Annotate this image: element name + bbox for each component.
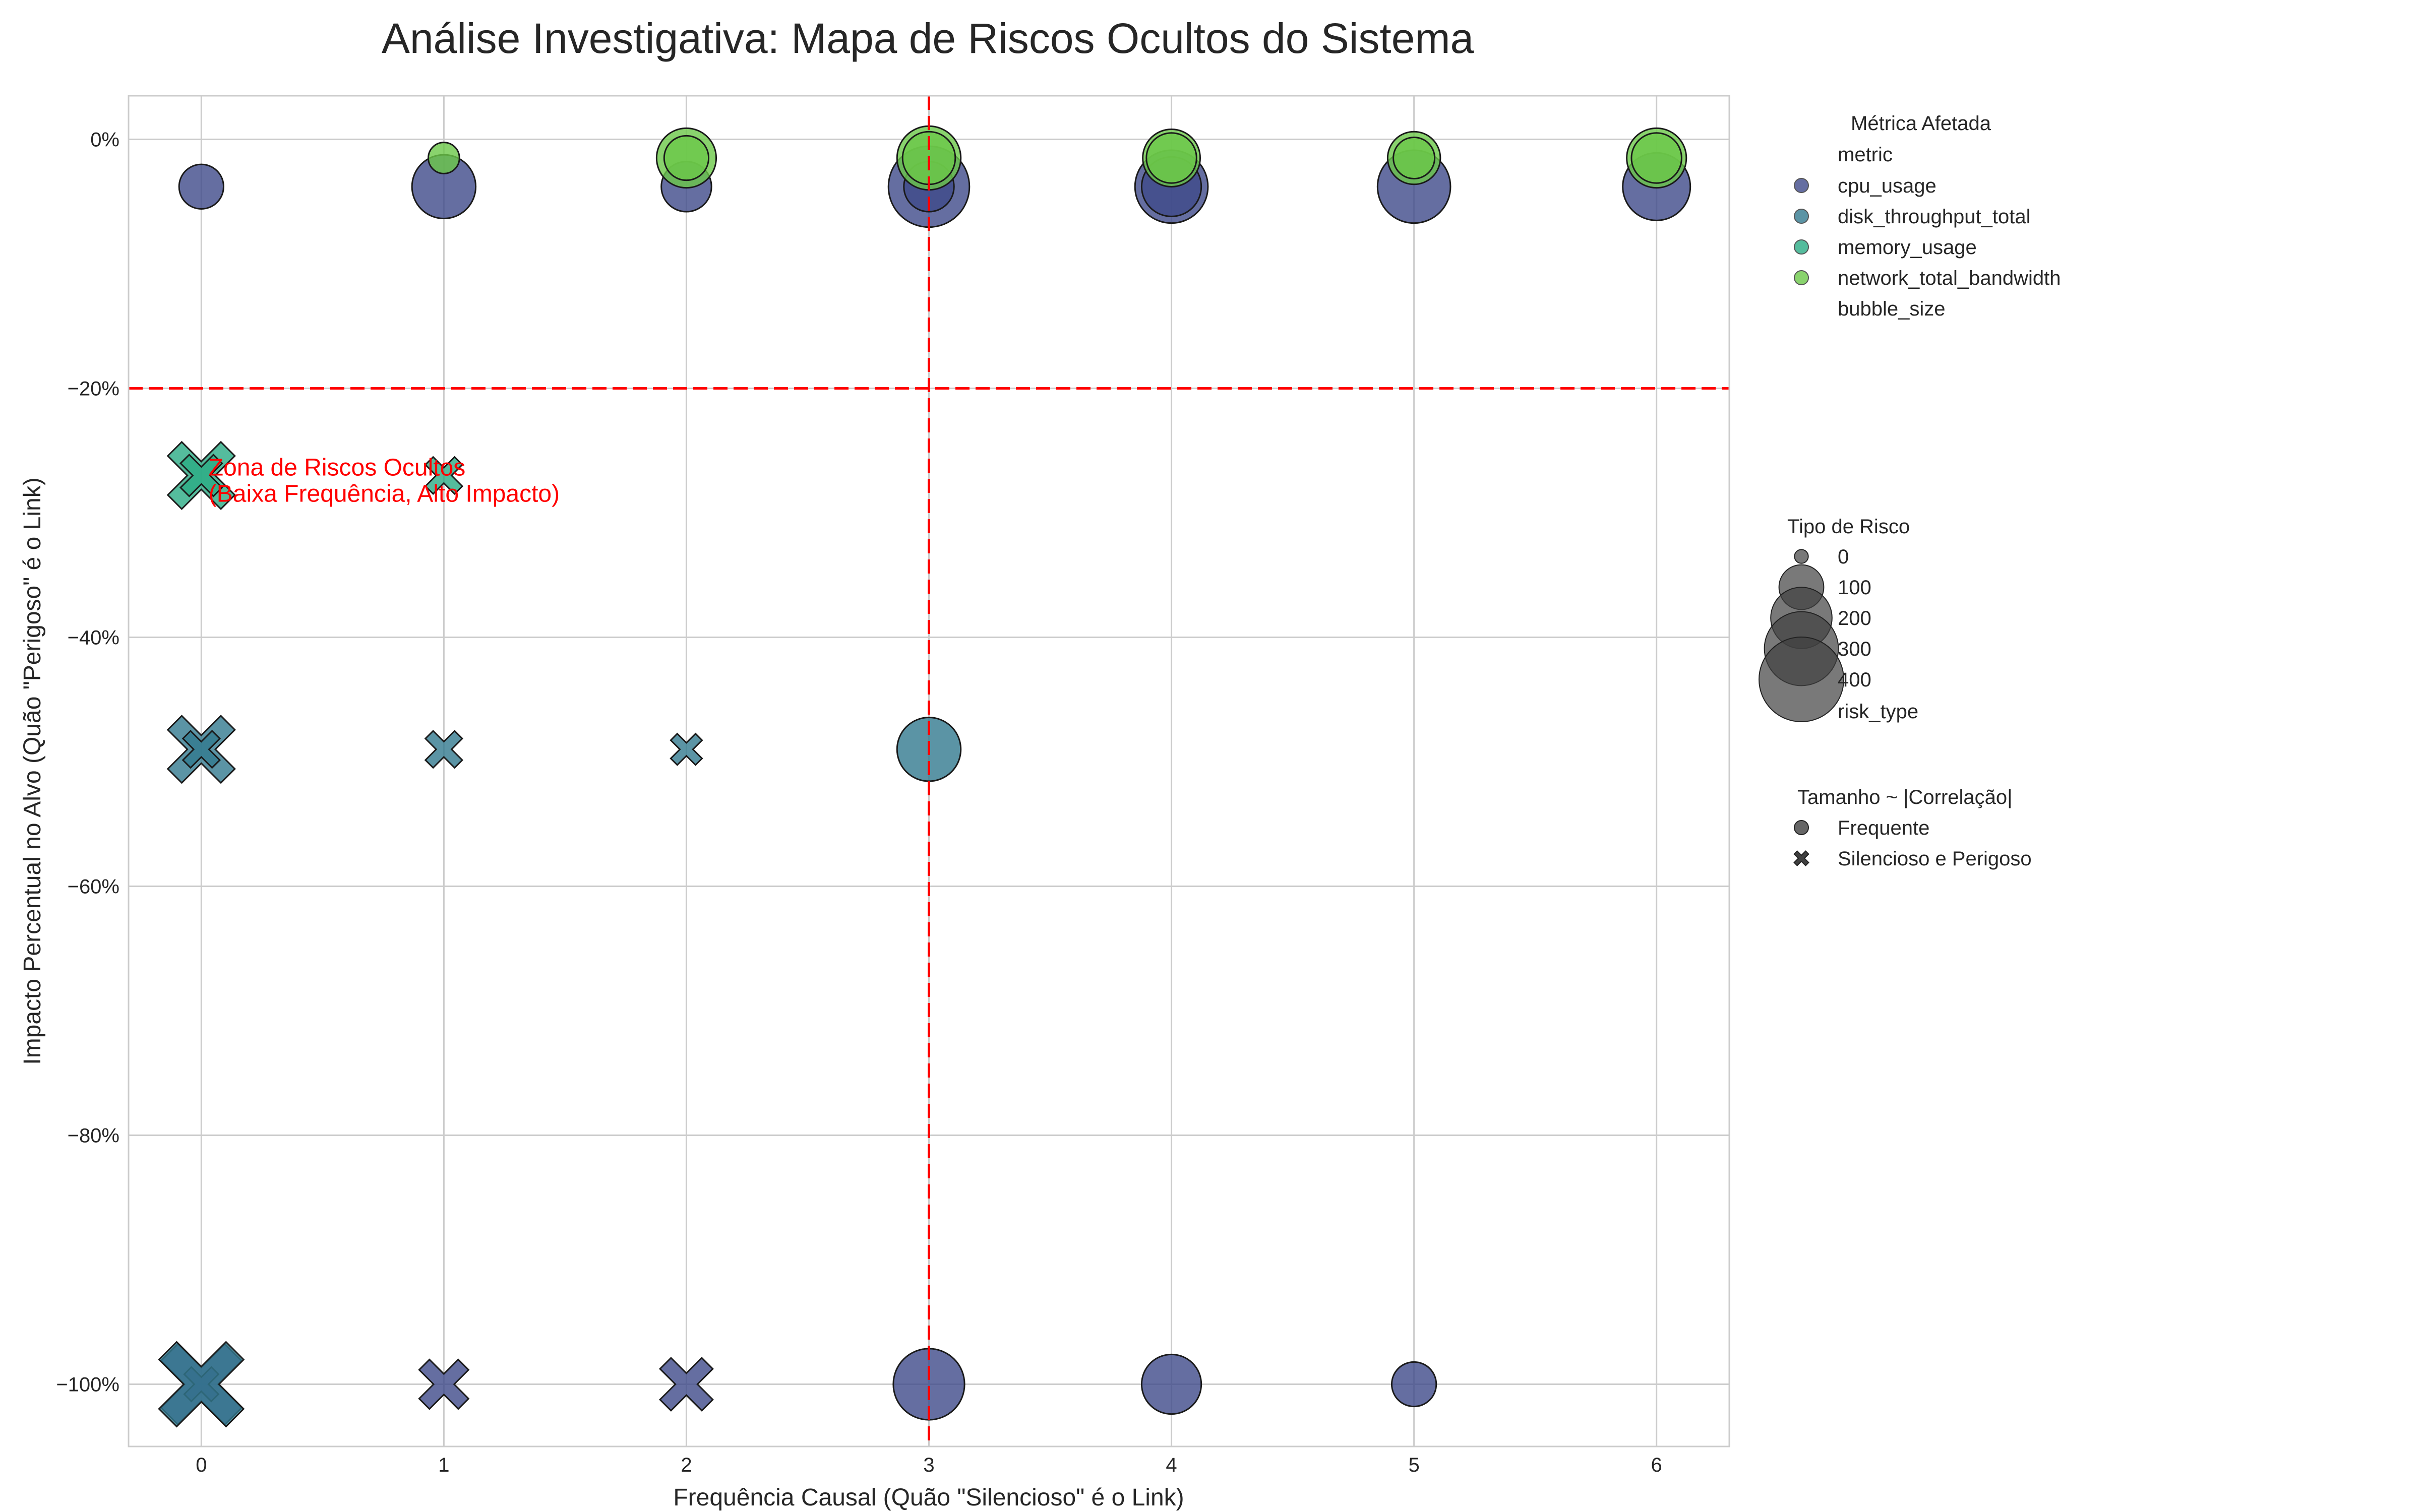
- legend-marker-label: Frequente: [1838, 817, 1929, 839]
- annotation-line: (Baixa Frequência, Alto Impacto): [209, 480, 560, 507]
- legend-metric-title: Métrica Afetada: [1851, 112, 1991, 135]
- network_total_bandwidth-circle-point: [1393, 137, 1436, 180]
- legend-metric-label: memory_usage: [1838, 236, 1977, 259]
- chart-title: Análise Investigativa: Mapa de Riscos Oc…: [382, 15, 1474, 62]
- cpu_usage-circle-point: [178, 163, 224, 210]
- y-axis-label: Impacto Percentual no Alvo (Quão "Perigo…: [19, 477, 46, 1064]
- disk_throughput_total-x-point: [158, 1341, 245, 1428]
- legend-size-footer: risk_type: [1838, 701, 1918, 723]
- x-tick-label: 2: [681, 1454, 692, 1476]
- x-tick-labels: 0 1 2 3 4 5 6: [196, 1454, 1662, 1476]
- legend-size-label: 100: [1838, 577, 1871, 599]
- legend-metric-marker: [1794, 178, 1809, 193]
- legend-size-marker: [1794, 549, 1809, 564]
- legend-metric-marker: [1794, 209, 1809, 224]
- memory_usage-x-point: [424, 456, 464, 495]
- legend-metric-label: disk_throughput_total: [1838, 206, 2031, 228]
- legend-metric-label: cpu_usage: [1838, 175, 1937, 197]
- hidden-risk-annotation: Zona de Riscos Ocultos(Baixa Frequência,…: [209, 454, 560, 507]
- y-tick-label: −60%: [68, 875, 119, 898]
- y-tick-labels: 0% −20% −40% −60% −80% −100%: [56, 129, 119, 1396]
- y-tick-label: 0%: [90, 129, 119, 151]
- threshold-lines: [129, 96, 1729, 1446]
- legend-size-label: 0: [1838, 546, 1849, 568]
- legend-metric-label: network_total_bandwidth: [1838, 267, 2061, 289]
- network_total_bandwidth-circle-point: [1630, 132, 1682, 184]
- cpu_usage-circle-point: [1140, 1353, 1202, 1415]
- legend-size-label: 200: [1838, 607, 1871, 629]
- disk_throughput_total-x-point: [424, 730, 464, 769]
- x-tick-label: 6: [1651, 1454, 1662, 1476]
- cpu_usage-circle-point: [1390, 1361, 1437, 1408]
- legend-size-label: 400: [1838, 669, 1871, 691]
- legend-size-label: 300: [1838, 638, 1871, 660]
- annotation-line: Zona de Riscos Ocultos: [209, 454, 466, 481]
- legend-marker-title: Tamanho ~ |Correlação|: [1797, 786, 2013, 808]
- disk_throughput_total-x-point: [670, 732, 703, 766]
- x-tick-label: 1: [438, 1454, 449, 1476]
- network_total_bandwidth-circle-point: [663, 135, 710, 181]
- x-tick-label: 4: [1166, 1454, 1177, 1476]
- cpu_usage-x-point: [418, 1358, 470, 1410]
- data-points: [158, 125, 1691, 1428]
- legend-metric-marker: [1794, 239, 1809, 255]
- legend-marker-label: Silencioso e Perigoso: [1838, 848, 2032, 870]
- network_total_bandwidth-circle-point: [1145, 132, 1197, 184]
- x-tick-label: 5: [1408, 1454, 1419, 1476]
- legend-x-marker: [1793, 850, 1809, 866]
- memory_usage-x-point: [179, 454, 223, 497]
- y-tick-label: −20%: [68, 377, 119, 400]
- network_total_bandwidth-circle-point: [428, 142, 460, 174]
- legend-metric-marker: [1794, 270, 1809, 285]
- legend-metric-header: metric: [1838, 144, 1893, 166]
- y-tick-label: −80%: [68, 1124, 119, 1147]
- legend-size-title: Tipo de Risco: [1787, 516, 1910, 538]
- x-tick-label: 3: [923, 1454, 934, 1476]
- legend-size-marker: [1759, 637, 1844, 722]
- plot-frame: [128, 95, 1730, 1447]
- x-axis-label: Frequência Causal (Quão "Silencioso" é o…: [673, 1484, 1184, 1511]
- y-tick-label: −100%: [56, 1373, 119, 1396]
- y-tick-label: −40%: [68, 626, 119, 649]
- cpu_usage-x-point: [658, 1357, 714, 1412]
- disk_throughput_total-x-point: [182, 730, 221, 769]
- plot-area: [128, 95, 1730, 1447]
- legend: Métrica Afetada metric cpu_usage disk_throu…: [1759, 112, 2061, 870]
- x-tick-label: 0: [196, 1454, 207, 1476]
- legend-circle-marker: [1794, 820, 1809, 835]
- legend-metric-footer: bubble_size: [1838, 298, 1946, 320]
